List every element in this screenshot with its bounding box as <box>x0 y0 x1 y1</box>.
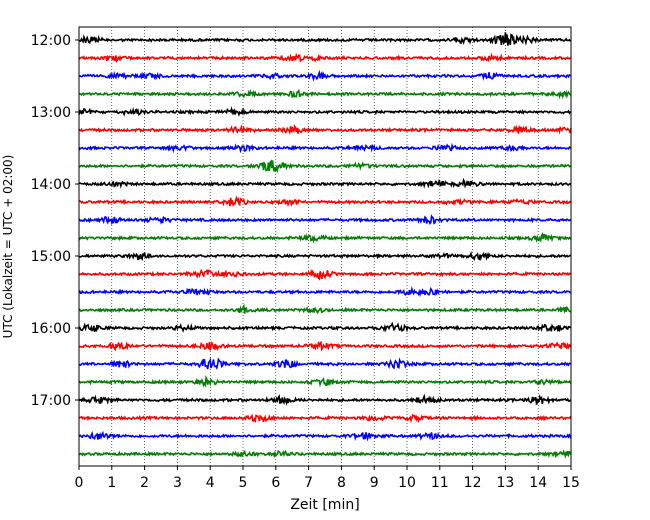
trace-1745 <box>78 449 572 459</box>
y-tick-label-2: 14:00 <box>31 177 71 193</box>
trace-1445 <box>78 231 572 244</box>
x-tick-label-3: 3 <box>173 475 182 491</box>
y-tick-label-4: 16:00 <box>31 321 71 337</box>
trace-1245 <box>78 88 572 100</box>
trace-1530 <box>78 285 572 298</box>
x-axis-label: Zeit [min] <box>290 497 359 513</box>
y-tick-label-1: 13:00 <box>31 105 71 121</box>
y-axis-ticks: 12:00 13:00 14:00 15:00 16:00 17:00 <box>31 33 79 409</box>
y-tick-label-3: 15:00 <box>31 249 71 265</box>
trace-1630 <box>78 357 572 371</box>
x-tick-label-12: 12 <box>464 475 482 491</box>
x-tick-label-14: 14 <box>529 475 547 491</box>
trace-1415 <box>78 195 572 208</box>
x-tick-label-13: 13 <box>496 475 514 491</box>
trace-1515 <box>78 268 572 281</box>
x-tick-label-7: 7 <box>304 475 313 491</box>
trace-1730 <box>78 430 572 442</box>
trace-1345 <box>78 159 572 173</box>
trace-1545 <box>78 303 572 315</box>
y-tick-label-5: 17:00 <box>31 393 71 409</box>
x-tick-label-15: 15 <box>562 475 580 491</box>
trace-1200 <box>78 32 572 46</box>
trace-1300 <box>78 106 572 117</box>
x-tick-label-5: 5 <box>239 475 248 491</box>
x-tick-label-0: 0 <box>75 475 84 491</box>
x-tick-label-4: 4 <box>206 475 215 491</box>
trace-1700 <box>78 393 572 406</box>
trace-1430 <box>78 214 572 226</box>
trace-1230 <box>78 69 572 82</box>
x-tick-label-9: 9 <box>370 475 379 491</box>
trace-1330 <box>78 142 572 154</box>
trace-1315 <box>78 123 572 135</box>
y-tick-label-0: 12:00 <box>31 33 71 49</box>
x-axis-ticks: 0 1 2 3 4 5 6 7 8 9 10 11 12 13 14 15 <box>75 466 580 491</box>
trace-1615 <box>78 340 572 352</box>
x-tick-label-11: 11 <box>431 475 449 491</box>
y-axis-label: UTC (Lokalzeit = UTC + 02:00) <box>1 155 15 339</box>
trace-1600 <box>78 321 572 333</box>
x-tick-label-2: 2 <box>140 475 149 491</box>
x-tick-label-8: 8 <box>337 475 346 491</box>
trace-1645 <box>78 375 572 388</box>
trace-1400 <box>78 177 572 189</box>
trace-1500 <box>78 250 571 262</box>
plot-frame <box>78 26 572 467</box>
x-tick-label-10: 10 <box>398 475 416 491</box>
trace-1715 <box>78 413 572 424</box>
x-tick-label-6: 6 <box>271 475 280 491</box>
seismic-traces <box>78 32 572 459</box>
trace-1215 <box>78 52 572 63</box>
x-tick-label-1: 1 <box>107 475 116 491</box>
